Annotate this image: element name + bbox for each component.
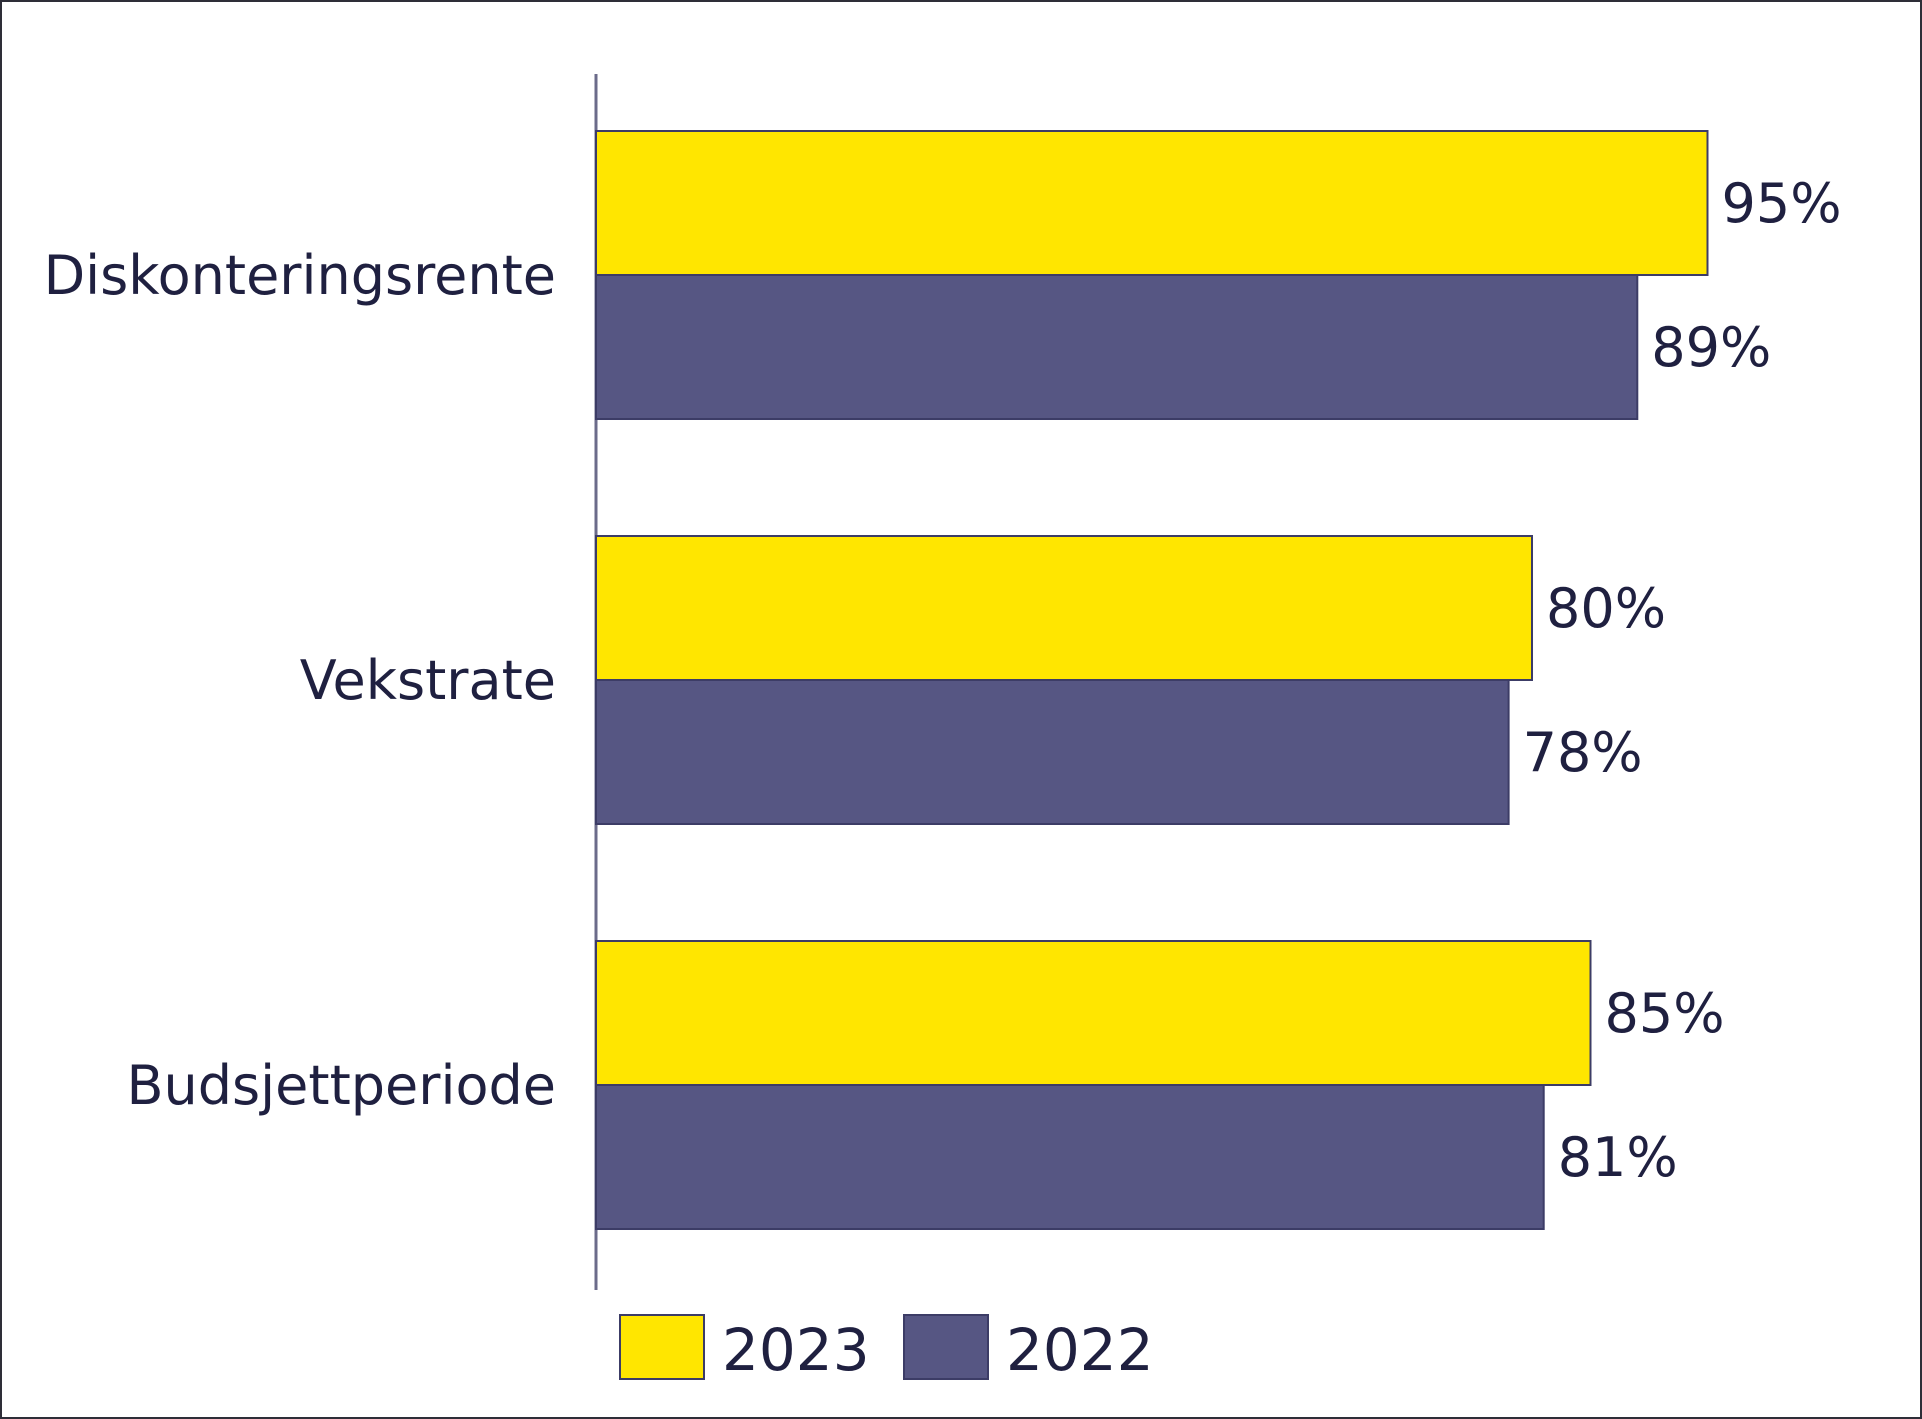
value-label: 78%	[1523, 721, 1643, 784]
bar-2023-diskonteringsrente	[595, 130, 1709, 276]
category-label: Diskonteringsrente	[44, 244, 556, 307]
bar-2023-vekstrate	[595, 535, 1533, 681]
value-label: 81%	[1558, 1126, 1678, 1189]
legend-swatch-2022	[903, 1314, 989, 1380]
value-label: 95%	[1722, 172, 1842, 235]
legend-label-2022: 2022	[1006, 1316, 1154, 1384]
value-label: 80%	[1546, 577, 1666, 640]
legend-swatch-2023	[619, 1314, 705, 1380]
value-label: 85%	[1605, 982, 1725, 1045]
bars-group: Diskonteringsrente 95% 89% Vekstrate 80% 78% B…	[44, 130, 1842, 1230]
bar-2023-budsjettperiode	[595, 940, 1592, 1086]
category-label: Budsjettperiode	[127, 1054, 557, 1117]
legend-label-2023: 2023	[722, 1316, 870, 1384]
category-label: Vekstrate	[300, 649, 556, 712]
legend: 2023 2022	[619, 1314, 1154, 1384]
bar-2022-vekstrate	[595, 679, 1510, 825]
bar-2022-diskonteringsrente	[595, 274, 1639, 420]
bar-2022-budsjettperiode	[595, 1084, 1545, 1230]
value-label: 89%	[1651, 316, 1771, 379]
